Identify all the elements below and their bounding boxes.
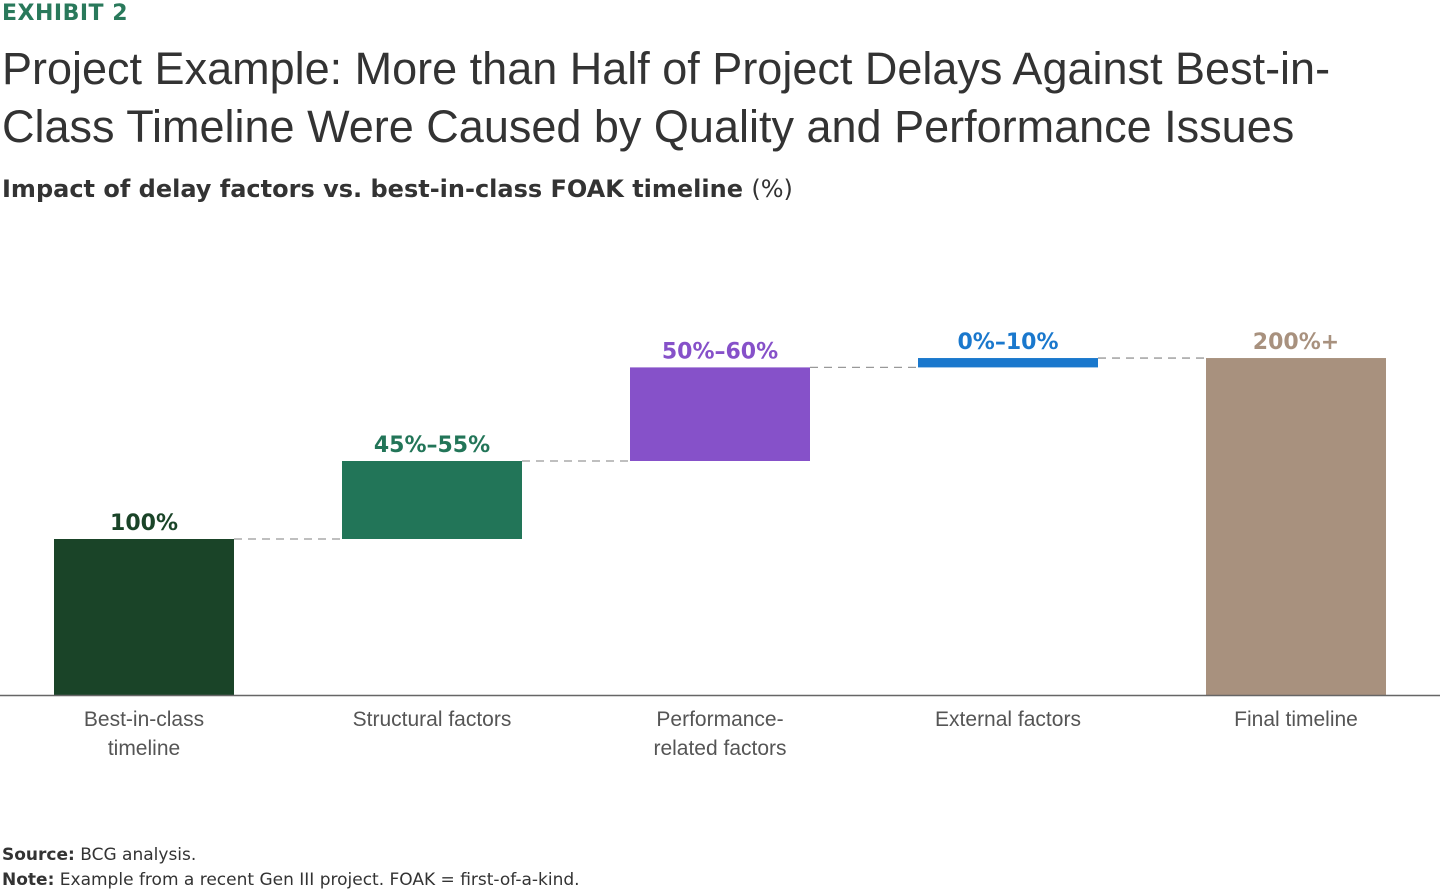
category-label-5: Final timeline (1156, 705, 1436, 734)
footnote: Note: Example from a recent Gen III proj… (2, 870, 580, 890)
bar-3 (630, 367, 810, 461)
data-label-2: 45%–55% (374, 433, 490, 458)
data-label-1: 100% (110, 511, 178, 536)
category-label-line: timeline (107, 737, 181, 760)
chart-header: EXHIBIT 2 Project Example: More than Hal… (2, 0, 1438, 204)
category-label-line: Best-in-class (83, 708, 205, 731)
source-label: Source: (2, 845, 75, 865)
data-label-3: 50%–60% (662, 339, 778, 364)
category-label-line: Structural factors (352, 708, 512, 731)
chart-subtitle: Impact of delay factors vs. best-in-clas… (2, 174, 1438, 204)
source-text: BCG analysis. (80, 845, 197, 865)
note-text: Example from a recent Gen III project. F… (59, 870, 580, 890)
note-label: Note: (2, 870, 55, 890)
bar-2 (342, 461, 522, 539)
category-label-4: External factors (868, 705, 1148, 734)
category-label-2: Structural factors (292, 705, 572, 734)
exhibit-label: EXHIBIT 2 (2, 1, 129, 26)
category-label-line: Performance- (656, 708, 784, 731)
chart-title: Project Example: More than Half of Proje… (2, 43, 1331, 152)
data-label-4: 0%–10% (957, 330, 1058, 355)
bar-1 (54, 539, 234, 695)
subtitle-text: Impact of delay factors vs. best-in-clas… (2, 175, 743, 203)
category-label-line: related factors (653, 737, 787, 760)
category-label-3: Performance-related factors (580, 705, 860, 763)
category-label-line: External factors (935, 708, 1081, 731)
data-label-5: 200%+ (1253, 330, 1339, 355)
category-label-line: Final timeline (1234, 708, 1358, 731)
subtitle-unit: (%) (751, 175, 793, 203)
bar-5 (1206, 358, 1386, 695)
source-note: Source: BCG analysis. (2, 845, 196, 865)
category-label-1: Best-in-class timeline (4, 705, 284, 763)
bar-4 (918, 358, 1098, 368)
